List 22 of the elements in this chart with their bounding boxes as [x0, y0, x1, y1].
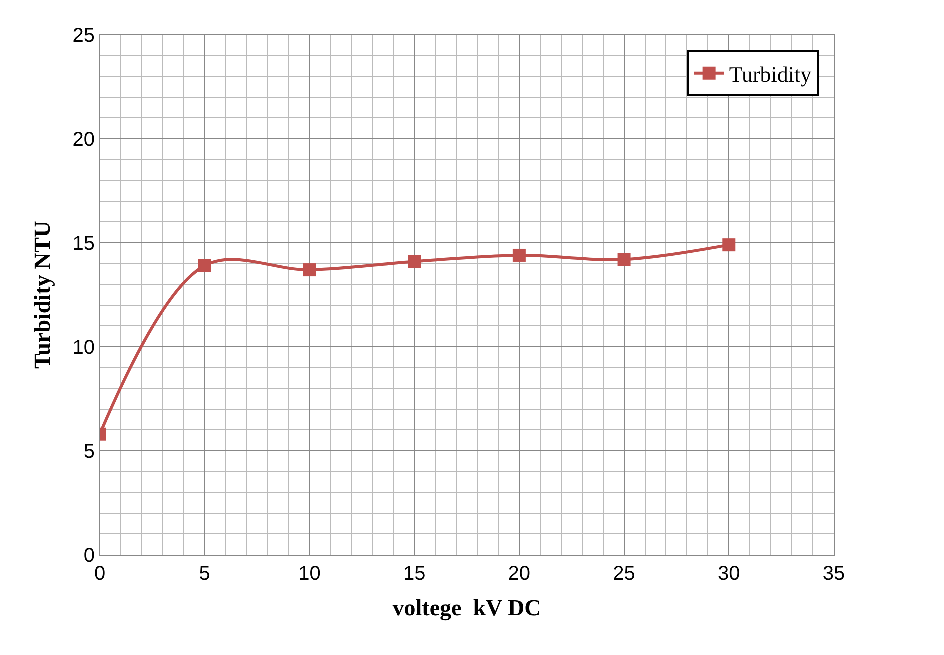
point	[512, 248, 526, 262]
point	[198, 259, 212, 272]
y-tick-label: 15	[72, 233, 95, 255]
point	[722, 238, 736, 252]
x-tick-label: 15	[403, 563, 426, 585]
y-tick-label: 5	[84, 441, 95, 463]
legend-label: Turbidity	[729, 62, 812, 87]
point	[303, 264, 316, 277]
point	[618, 253, 631, 266]
x-axis-title: voltege kV DC	[392, 596, 542, 622]
x-tick-label: 5	[199, 563, 210, 585]
x-tick-label: 35	[822, 563, 846, 585]
x-tick-label: 20	[508, 563, 531, 585]
point	[408, 255, 422, 268]
y-tick-label: 20	[72, 129, 95, 151]
x-tick-label: 25	[613, 563, 636, 585]
x-tick-label: 10	[298, 563, 321, 585]
x-tick-label: 30	[718, 563, 740, 585]
y-tick-label: 25	[72, 25, 95, 47]
y-axis-title: Turbidity NTU	[30, 220, 56, 370]
y-tick-label: 10	[72, 337, 95, 359]
y-tick-label: 0	[84, 545, 95, 567]
